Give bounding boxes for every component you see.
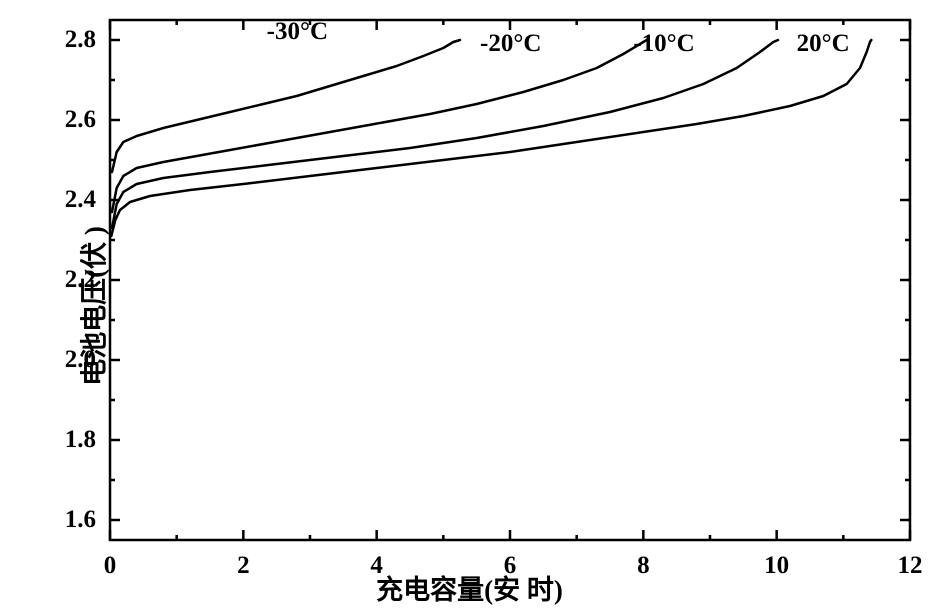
plot-area: 0246810121.61.82.02.22.42.62.8-30°C-20°C… xyxy=(110,20,910,540)
x-tick-label: 6 xyxy=(504,552,517,580)
y-tick-label: 2.8 xyxy=(65,26,96,54)
y-tick-label: 1.8 xyxy=(65,426,96,454)
y-tick-label: 2.6 xyxy=(65,106,96,134)
series-label: -10°C xyxy=(633,30,694,58)
series-label: 20°C xyxy=(797,30,850,58)
x-tick-label: 2 xyxy=(237,552,250,580)
y-tick-label: 1.6 xyxy=(65,506,96,534)
y-tick-label: 2.4 xyxy=(65,186,96,214)
y-tick-label: 2.2 xyxy=(65,266,96,294)
x-tick-label: 10 xyxy=(764,552,789,580)
chart-container: 电池电压(伏 ) 充电容量(安 时) 0246810121.61.82.02.2… xyxy=(0,0,939,611)
x-tick-label: 8 xyxy=(637,552,650,580)
chart-svg xyxy=(110,20,910,540)
x-axis-label: 充电容量(安 时) xyxy=(376,568,563,607)
x-tick-label: 12 xyxy=(898,552,923,580)
x-tick-label: 4 xyxy=(370,552,383,580)
series-label: -30°C xyxy=(267,18,328,46)
series-label: -20°C xyxy=(480,30,541,58)
y-tick-label: 2.0 xyxy=(65,346,96,374)
x-tick-label: 0 xyxy=(104,552,117,580)
